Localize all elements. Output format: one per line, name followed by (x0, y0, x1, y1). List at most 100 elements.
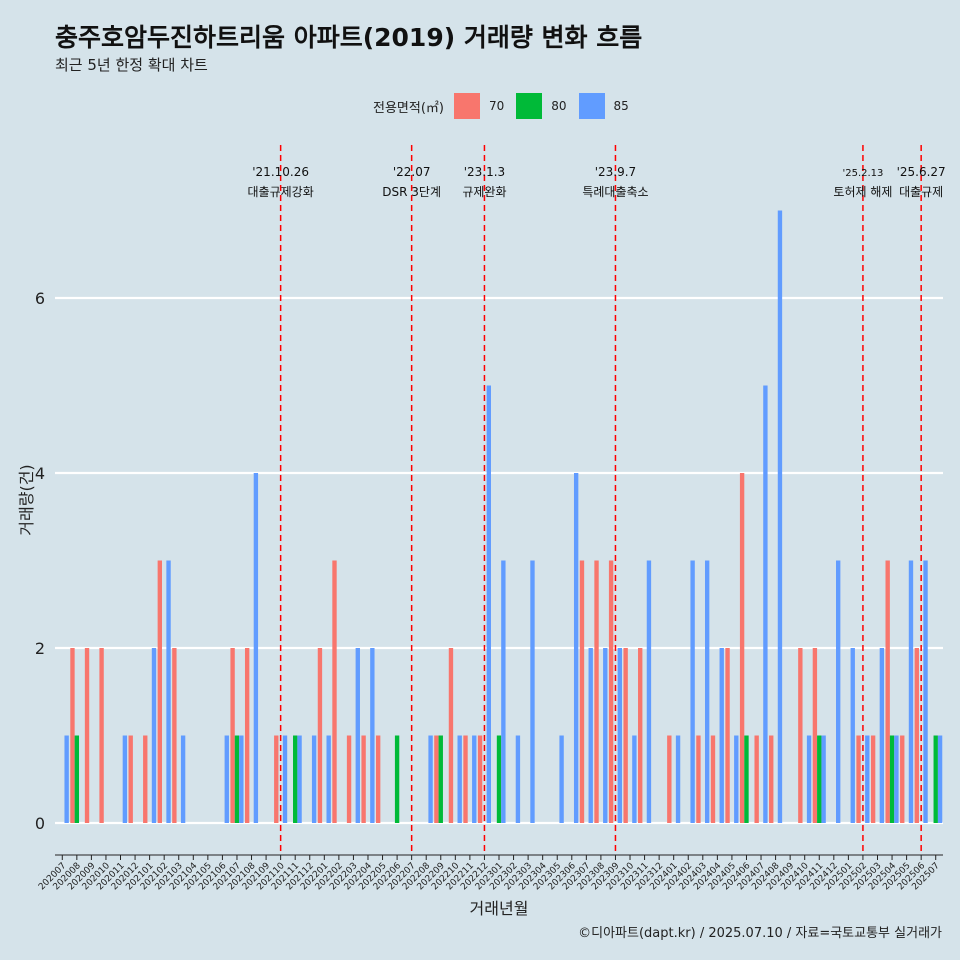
bar (230, 648, 235, 823)
bar (224, 735, 229, 823)
bar (579, 560, 585, 823)
bar (806, 735, 812, 823)
event-date: '23.1.3 (464, 165, 505, 179)
event-label: 대출규제 (899, 185, 943, 199)
bar (346, 735, 352, 823)
event-date: '25.6.27 (897, 165, 946, 179)
bar (798, 648, 803, 823)
bar (739, 473, 745, 823)
bar (244, 648, 250, 823)
bar (326, 735, 331, 823)
bar (667, 735, 672, 823)
bar (274, 735, 279, 823)
bar (434, 735, 439, 823)
bar (501, 560, 506, 823)
bar (821, 735, 826, 823)
legend-swatch-80 (516, 93, 543, 119)
bar (710, 735, 716, 823)
bar (157, 560, 162, 823)
bar (690, 560, 695, 823)
bar (850, 648, 855, 823)
bar (769, 735, 774, 823)
bar (894, 735, 899, 823)
bar (172, 648, 177, 823)
legend-item-80: 80 (516, 93, 567, 119)
bar (496, 735, 502, 823)
bar (879, 648, 885, 823)
bar (151, 648, 157, 823)
bar (617, 648, 623, 823)
bar (646, 560, 652, 823)
bar (361, 735, 366, 823)
bar (675, 735, 681, 823)
bars (64, 210, 943, 823)
bar (763, 385, 768, 823)
bar (632, 735, 637, 823)
event-label: 토허제 해제 (833, 185, 892, 199)
bar (608, 560, 614, 823)
grid-lines (55, 296, 943, 825)
chart-subtitle: 최근 5년 한정 확대 차트 (55, 56, 208, 74)
y-tick-label: 0 (35, 814, 45, 833)
bar (128, 735, 133, 823)
bar (588, 648, 593, 823)
annotations: '21.10.26 대출규제강화 '22.07 DSR 3단계 '23.1.3 규제완화 '… (248, 145, 946, 852)
bar (754, 735, 759, 823)
bar (122, 735, 128, 823)
legend: 전용면적(㎡) 70 80 85 (373, 93, 641, 119)
y-axis: 0 2 4 6 (35, 289, 45, 833)
bar (70, 648, 75, 823)
event-label: DSR 3단계 (382, 185, 441, 199)
bar (889, 735, 895, 823)
event-date: '21.10.26 (252, 165, 309, 179)
bar (923, 560, 928, 823)
x-axis: 2020072020082020092020102020112020122021… (37, 854, 943, 892)
y-tick-label: 4 (35, 464, 45, 483)
bar (64, 735, 69, 823)
bar (375, 735, 381, 823)
bar (623, 648, 628, 823)
bar (143, 735, 148, 823)
event-date: '22.07 (393, 165, 431, 179)
bar (74, 735, 80, 823)
bar (865, 735, 870, 823)
bar (239, 735, 244, 823)
bar (253, 473, 259, 823)
bar (448, 648, 454, 823)
bar (908, 560, 914, 823)
bar (332, 560, 337, 823)
bar (900, 735, 905, 823)
bar (99, 648, 104, 823)
y-tick-label: 6 (35, 289, 45, 308)
legend-item-85: 85 (578, 93, 629, 119)
event-date: '23.9.7 (595, 165, 636, 179)
bar (725, 648, 730, 823)
bar (696, 735, 701, 823)
bar (180, 735, 186, 823)
bar (84, 648, 90, 823)
bar (166, 560, 171, 823)
bar (428, 735, 433, 823)
bar (937, 735, 943, 823)
bar (836, 560, 841, 823)
bar (933, 735, 938, 823)
y-tick-label: 2 (35, 639, 45, 658)
bar (870, 735, 876, 823)
bar (777, 210, 783, 823)
bar (704, 560, 710, 823)
bar (573, 473, 579, 823)
bar (311, 735, 317, 823)
event-date: '25.2.13 (842, 168, 883, 179)
bar (812, 648, 818, 823)
x-axis-title: 거래년월 (470, 899, 529, 918)
bar (817, 735, 822, 823)
bar (914, 648, 919, 823)
bar (885, 560, 890, 823)
legend-swatch-85 (578, 93, 605, 119)
bar (603, 648, 608, 823)
legend-label-85: 85 (613, 99, 629, 113)
legend-label-80: 80 (551, 99, 567, 113)
bar (719, 648, 724, 823)
bar (856, 735, 861, 823)
